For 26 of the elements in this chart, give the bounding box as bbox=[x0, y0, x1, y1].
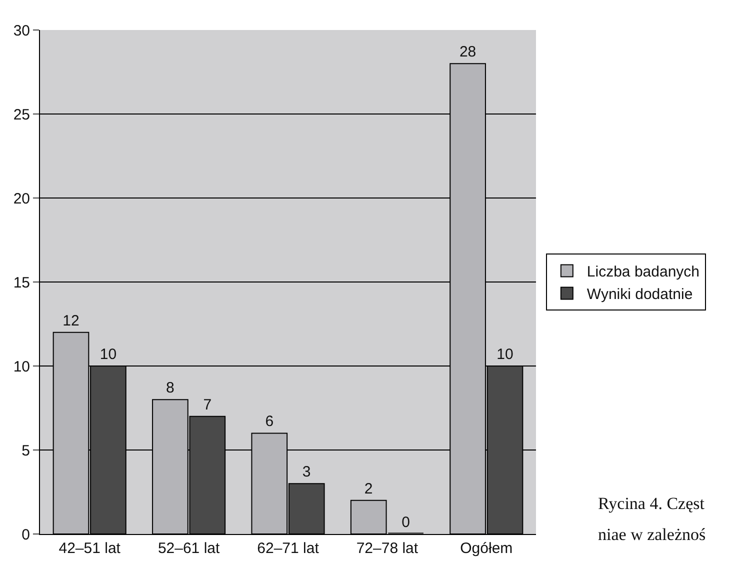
text: niae w zależnoś bbox=[598, 525, 706, 544]
y-tick-label: 30 bbox=[13, 22, 30, 40]
data-label: 2 bbox=[364, 480, 373, 498]
x-tick-label: 42–51 lat bbox=[58, 540, 122, 557]
text: Rycina 4. Częst bbox=[598, 494, 705, 513]
x-tick-label: 52–61 lat bbox=[158, 540, 220, 557]
data-label: 10 bbox=[496, 346, 514, 363]
y-tick-label: 15 bbox=[13, 274, 30, 292]
y-tick-label: 0 bbox=[22, 526, 30, 544]
x-tick-label: 72–78 lat bbox=[356, 540, 419, 557]
y-tick-label: 25 bbox=[13, 106, 30, 124]
legend-label: Liczba badanych bbox=[586, 264, 700, 281]
data-label: 7 bbox=[203, 396, 212, 414]
data-label: 10 bbox=[100, 346, 117, 363]
data-label: 12 bbox=[62, 312, 80, 330]
y-tick-label: 20 bbox=[13, 190, 30, 208]
x-tick-label: 62–71 lat bbox=[257, 540, 320, 557]
data-label: 28 bbox=[459, 44, 476, 61]
y-tick-label: 5 bbox=[22, 442, 30, 460]
data-label: 0 bbox=[402, 514, 410, 531]
legend-label: Wyniki dodatnie bbox=[586, 286, 693, 304]
data-label: 8 bbox=[166, 380, 174, 397]
data-label: 6 bbox=[265, 413, 274, 430]
x-tick-label: Ogółem bbox=[460, 540, 513, 557]
y-tick-label: 10 bbox=[13, 358, 30, 376]
data-label: 3 bbox=[302, 464, 311, 481]
